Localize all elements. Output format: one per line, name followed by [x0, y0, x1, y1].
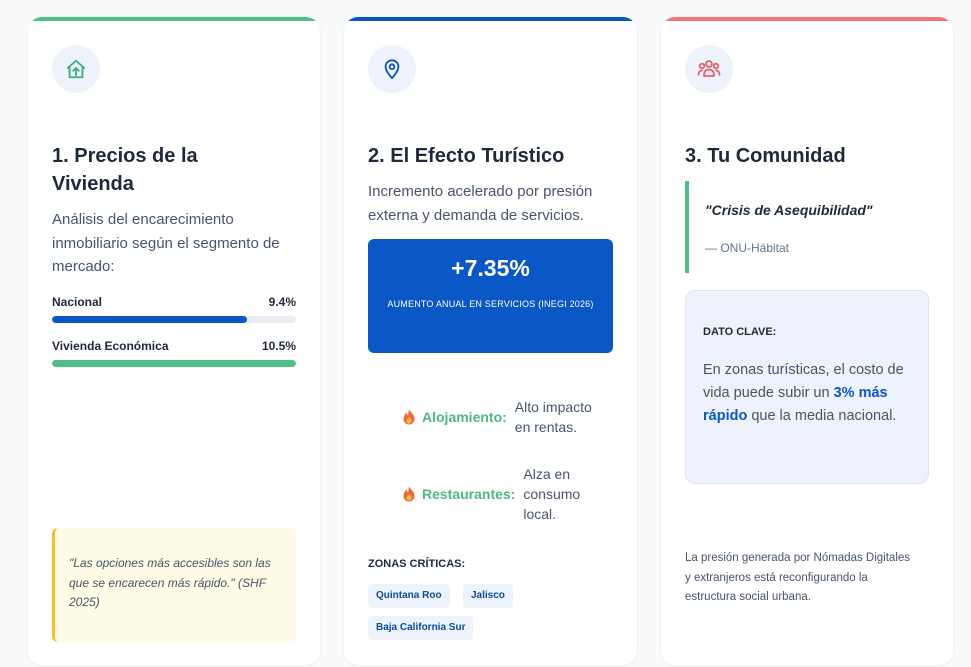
bar-value: 10.5% — [261, 339, 296, 353]
tourism-effect-card: 2. El Efecto Turístico Incremento aceler… — [344, 17, 637, 665]
impact-description: Alza en consumo local. — [523, 466, 581, 522]
community-icon — [697, 60, 721, 77]
bar-nacional: Nacional 9.4% — [52, 295, 296, 323]
quote-source: — ONU-Hábitat — [705, 241, 790, 255]
map-pin-icon — [384, 59, 400, 80]
impact-restaurantes: Restaurantes: Alza en consumo local. — [402, 464, 595, 524]
bar-fill — [52, 360, 296, 367]
bar-vivienda-economica: Vivienda Económica 10.5% — [52, 339, 296, 367]
flame-icon — [403, 409, 415, 425]
card-title: 2. El Efecto Turístico — [368, 145, 565, 167]
bar-track — [52, 360, 296, 367]
annual-increase-stat: +7.35% Aumento anual en servicios (INEGI… — [368, 239, 613, 353]
housing-prices-card: 1. Precios de la Vivienda Análisis del e… — [28, 17, 320, 665]
critical-zones-title: ZONAS CRÍTICAS: — [368, 558, 466, 570]
flame-icon — [403, 486, 415, 502]
community-card: 3. Tu Comunidad "Crisis de Asequibilidad… — [661, 17, 953, 665]
key-fact-title: DATO CLAVE: — [703, 326, 777, 338]
bar-fill — [52, 316, 248, 323]
quote-text: "Crisis de Asequibilidad" — [705, 202, 873, 218]
card-description: Incremento acelerado por presión externa… — [368, 183, 593, 224]
onu-habitat-quote: "Crisis de Asequibilidad" — ONU-Hábitat — [685, 181, 895, 273]
bar-label: Vivienda Económica — [52, 339, 169, 353]
impact-alojamiento: Alojamiento: Alto impacto en rentas. — [402, 397, 599, 437]
bar-label: Nacional — [52, 295, 103, 309]
bar-track — [52, 316, 296, 323]
footer-note: La presión generada por Nómadas Digitale… — [685, 552, 911, 603]
key-fact-box: DATO CLAVE: En zonas turísticas, el cost… — [685, 290, 929, 484]
impact-description: Alto impacto en rentas. — [514, 399, 592, 435]
community-icon-badge — [685, 45, 733, 93]
stat-label: Aumento anual en servicios (INEGI 2026) — [387, 299, 594, 309]
map-pin-icon-badge — [368, 45, 416, 93]
key-fact-text: En zonas turísticas, el costo de vida pu… — [703, 362, 904, 424]
impact-name: Alojamiento: — [422, 409, 507, 425]
bar-value: 9.4% — [268, 295, 296, 309]
card-description: Análisis del encarecimiento inmobiliario… — [52, 211, 280, 275]
shf-quote: "Las opciones más accesibles son las que… — [52, 528, 296, 642]
home-icon — [66, 59, 86, 79]
stat-value: +7.35% — [451, 255, 530, 281]
zone-tag-jalisco[interactable]: Jalisco — [463, 584, 513, 608]
zone-tag-baja-california-sur[interactable]: Baja California Sur — [368, 616, 474, 640]
key-fact-highlight: 3% más rápido — [703, 385, 888, 424]
zone-tag-quintana-roo[interactable]: Quintana Roo — [368, 584, 450, 608]
card-title: 1. Precios de la Vivienda — [52, 145, 198, 195]
home-icon-badge — [52, 45, 100, 93]
card-title: 3. Tu Comunidad — [685, 145, 846, 167]
impact-name: Restaurantes: — [422, 486, 516, 502]
